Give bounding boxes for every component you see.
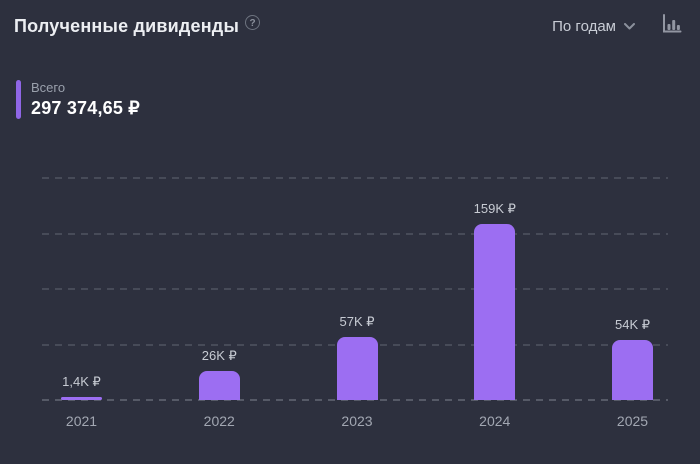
total-value: 297 374,65 ₽ — [31, 98, 140, 118]
bar-2022[interactable] — [198, 371, 240, 400]
bar-value-label-2022: 26K ₽ — [201, 348, 237, 364]
bar-value-label-2024: 159K ₽ — [473, 200, 516, 216]
bar-2023[interactable] — [336, 336, 378, 400]
chevron-down-icon — [624, 22, 635, 30]
help-icon[interactable]: ? — [245, 14, 261, 30]
chart-gridline — [42, 288, 668, 290]
chart-baseline — [42, 399, 668, 401]
bar-2025[interactable] — [612, 340, 653, 400]
x-axis-label-2025: 2025 — [616, 413, 649, 429]
total-accent-bar — [16, 80, 21, 119]
widget-header: Полученные дивиденды ? По годам — [14, 10, 686, 42]
dividends-bar-chart: 1,4K ₽ 2021 26K ₽ 2022 57K ₽ 2023 159K ₽ 2024 54… — [42, 177, 668, 429]
bar-value-label-2021: 1,4K ₽ — [62, 374, 101, 389]
chart-gridline — [42, 232, 668, 235]
total-summary: Всего 297 374,65 ₽ — [16, 80, 140, 119]
x-axis-label-2023: 2023 — [341, 413, 373, 429]
bar-2024[interactable] — [474, 223, 516, 400]
x-axis-label-2024: 2024 — [479, 413, 511, 429]
x-axis-label-2022: 2022 — [203, 413, 235, 429]
period-dropdown[interactable]: По годам — [552, 18, 635, 35]
bar-value-label-2025: 54K ₽ — [614, 317, 650, 333]
total-label: Всего — [31, 80, 66, 95]
chart-gridline — [42, 177, 668, 179]
bar-value-label-2023: 57K ₽ — [339, 313, 375, 329]
chart-type-button[interactable] — [657, 9, 686, 43]
header-controls: По годам — [552, 9, 686, 43]
page-title: Полученные дивиденды — [14, 15, 240, 36]
period-dropdown-label: По годам — [552, 17, 616, 35]
bar-chart-icon — [659, 11, 684, 41]
bar-2021[interactable] — [61, 397, 102, 400]
x-axis-label-2021: 2021 — [65, 413, 98, 429]
